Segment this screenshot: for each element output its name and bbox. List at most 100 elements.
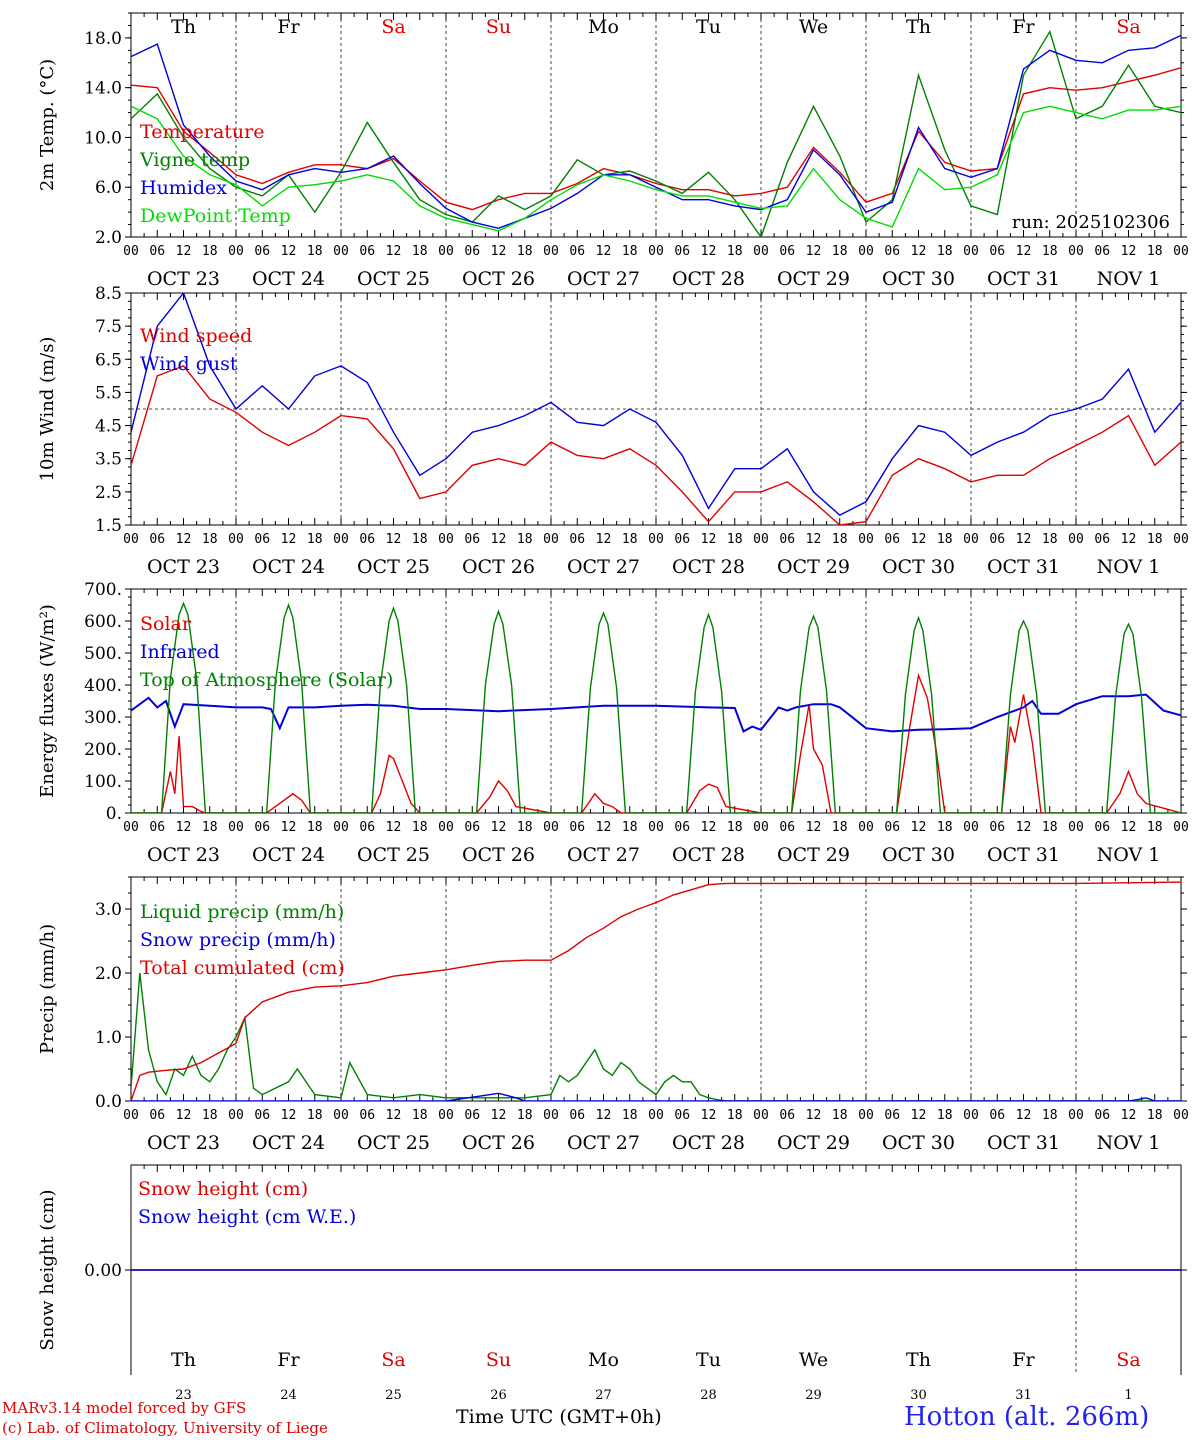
hour-label: 12 <box>806 244 822 259</box>
day-name: Mo <box>588 16 619 38</box>
hour-label: 12 <box>176 820 192 835</box>
hour-label: 00 <box>228 1108 244 1123</box>
hour-label: 18 <box>832 820 848 835</box>
date-label: OCT 26 <box>462 556 535 578</box>
hour-label: 00 <box>963 820 979 835</box>
hour-label: 18 <box>727 1108 743 1123</box>
hour-label: 18 <box>937 820 953 835</box>
y-tick-label: 400. <box>84 676 122 696</box>
hour-label: 18 <box>832 532 848 547</box>
hour-label: 00 <box>858 1108 874 1123</box>
hour-label: 18 <box>517 532 533 547</box>
hour-label: 06 <box>464 532 480 547</box>
hour-label: 06 <box>674 820 690 835</box>
hour-label: 00 <box>1173 1108 1189 1123</box>
hour-label: 06 <box>359 244 375 259</box>
hour-label: 12 <box>281 244 297 259</box>
hour-label: 18 <box>937 244 953 259</box>
hour-label: 00 <box>543 532 559 547</box>
hour-label: 12 <box>386 820 402 835</box>
date-label: OCT 30 <box>882 556 955 578</box>
date-label: OCT 25 <box>357 844 430 866</box>
hour-label: 06 <box>569 532 585 547</box>
legend-entry: Infrared <box>140 641 220 663</box>
hour-label: 18 <box>1042 244 1058 259</box>
hour-label: 12 <box>1016 244 1032 259</box>
hour-label: 00 <box>228 532 244 547</box>
series-line-infrared <box>131 693 1181 733</box>
hour-label: 18 <box>1042 1108 1058 1123</box>
hour-label: 18 <box>1042 532 1058 547</box>
panel-precip: 3.0 2.0 1.0 0.0 Precip (mm/h) Liquid precip (… <box>37 876 1189 1154</box>
hour-label: 18 <box>517 244 533 259</box>
legend-entry: DewPoint Temp <box>140 205 291 227</box>
hour-label: 06 <box>884 532 900 547</box>
day-name: Th <box>171 16 196 38</box>
date-label: OCT 24 <box>252 844 325 866</box>
series-line-liquid-precip-mm-h- <box>131 972 1181 1101</box>
hour-label: 06 <box>254 820 270 835</box>
hour-label: 18 <box>517 820 533 835</box>
hour-label: 18 <box>622 1108 638 1123</box>
legend-entry: Humidex <box>140 177 227 199</box>
series-line-wind-speed <box>131 365 1181 525</box>
hour-label: 00 <box>963 1108 979 1123</box>
hour-label: 18 <box>412 820 428 835</box>
y-tick-label: 6.0 <box>95 178 122 198</box>
date-label: OCT 28 <box>672 268 745 290</box>
hour-label: 06 <box>674 1108 690 1123</box>
day-name: Fr <box>1012 1349 1035 1371</box>
hour-label: 12 <box>176 532 192 547</box>
hour-label: 00 <box>438 532 454 547</box>
hour-label: 18 <box>202 532 218 547</box>
legend-entry: Snow height (cm W.E.) <box>138 1206 356 1228</box>
hour-label: 12 <box>491 532 507 547</box>
hour-label: 06 <box>359 1108 375 1123</box>
date-label: OCT 30 <box>882 844 955 866</box>
plot-frame <box>130 12 1182 238</box>
date-label: OCT 29 <box>777 556 850 578</box>
day-name: Fr <box>277 1349 300 1371</box>
hour-label: 00 <box>858 820 874 835</box>
hour-label: 06 <box>149 820 165 835</box>
date-label: OCT 28 <box>672 556 745 578</box>
date-label: OCT 26 <box>462 844 535 866</box>
hour-label: 06 <box>884 1108 900 1123</box>
date-label: OCT 27 <box>567 1132 640 1154</box>
date-label: OCT 23 <box>147 1132 220 1154</box>
y-tick-label: 0.00 <box>84 1261 122 1281</box>
y-tick-label: 8.5 <box>95 284 122 304</box>
hour-label: 06 <box>1094 820 1110 835</box>
hour-label: 18 <box>412 1108 428 1123</box>
day-name: Su <box>486 16 511 38</box>
series-line-snow-precip-mm-h- <box>131 1092 1181 1101</box>
y-tick-label: 6.5 <box>95 350 122 370</box>
hour-label: 12 <box>176 244 192 259</box>
y-axis-title: Energy fluxes (W/m²) <box>37 604 58 798</box>
y-tick-label: 0. <box>106 804 122 824</box>
day-name: Th <box>906 16 931 38</box>
date-label: OCT 24 <box>252 556 325 578</box>
legend-entry: Snow precip (mm/h) <box>140 929 336 951</box>
y-tick-label: 14.0 <box>84 79 122 99</box>
date-label: OCT 30 <box>882 268 955 290</box>
date-label: OCT 24 <box>252 268 325 290</box>
hour-label: 00 <box>648 820 664 835</box>
day-name: Tu <box>696 1349 721 1371</box>
hour-label: 12 <box>1016 532 1032 547</box>
legend-entry: Solar <box>140 613 192 635</box>
date-label: NOV 1 <box>1097 556 1161 578</box>
hour-label: 00 <box>1068 532 1084 547</box>
hour-label: 00 <box>753 532 769 547</box>
hour-label: 06 <box>149 244 165 259</box>
y-tick-label: 2.0 <box>95 228 122 248</box>
y-tick-label: 600. <box>84 612 122 632</box>
day-number: 23 <box>175 1388 192 1403</box>
hour-label: 06 <box>674 532 690 547</box>
hour-label: 06 <box>989 532 1005 547</box>
hour-label: 06 <box>1094 1108 1110 1123</box>
day-number: 24 <box>280 1388 297 1403</box>
date-label: NOV 1 <box>1097 268 1161 290</box>
day-name: Sa <box>1116 16 1140 38</box>
hour-label: 00 <box>963 532 979 547</box>
